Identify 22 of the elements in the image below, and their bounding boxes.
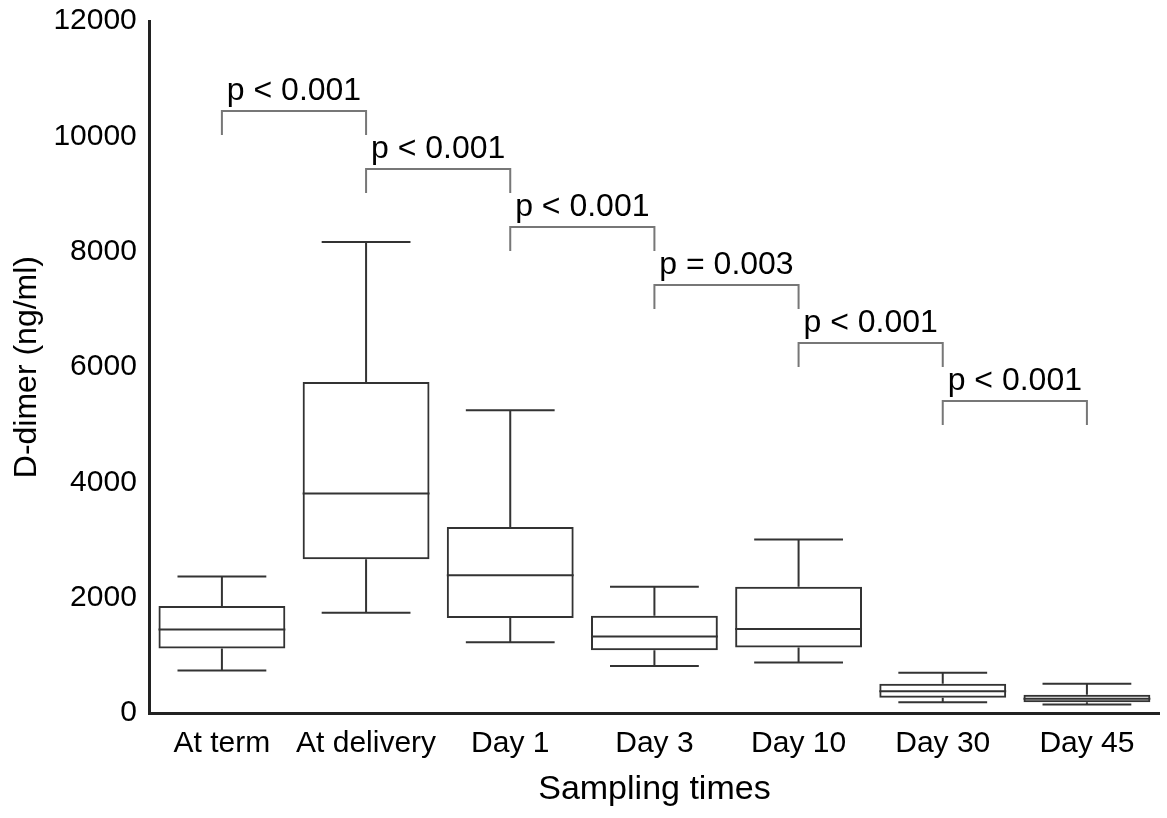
y-tick-label: 2000: [70, 579, 137, 613]
x-tick-label: Day 10: [751, 725, 847, 759]
x-axis-title: Sampling times: [538, 767, 771, 806]
y-tick-label: 4000: [70, 463, 137, 497]
x-tick-label: Day 30: [895, 725, 991, 759]
y-tick-label: 12000: [53, 2, 137, 36]
x-tick-label: At delivery: [296, 725, 437, 759]
annotation: p = 0.003: [659, 244, 794, 281]
y-axis-title: D-dimer (ng/ml): [7, 255, 44, 479]
y-tick-label: 10000: [53, 117, 137, 151]
annotation: p < 0.001: [226, 70, 362, 107]
annotation: p < 0.001: [947, 360, 1082, 397]
y-tick-label: 0: [120, 694, 137, 728]
annotation: p < 0.001: [515, 186, 650, 223]
y-tick-label: 8000: [70, 233, 137, 266]
x-tick-label: Day 45: [1039, 725, 1135, 759]
x-tick-label: Day 1: [471, 725, 550, 759]
x-tick-label: Day 3: [615, 725, 694, 759]
x-tick-label: At term: [173, 725, 271, 759]
annotation: p < 0.001: [803, 302, 938, 339]
y-tick-label: 6000: [70, 348, 137, 382]
annotation: p < 0.001: [370, 128, 506, 165]
